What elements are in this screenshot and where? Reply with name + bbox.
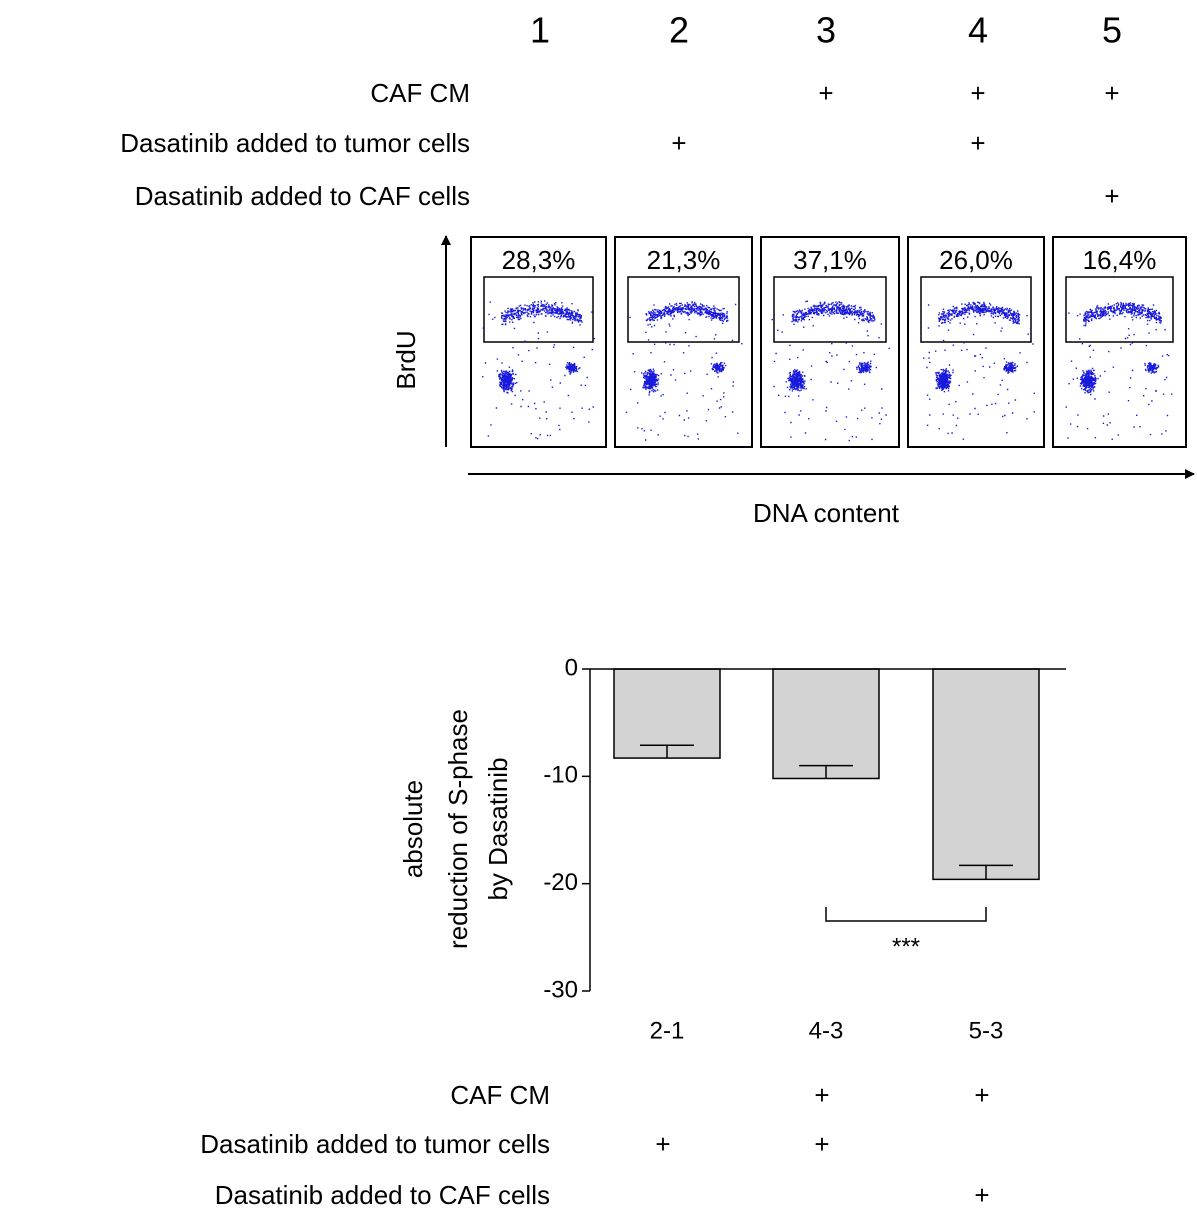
y-axis-label: absolute [398,780,428,878]
condition-label: Dasatinib added to CAF cells [215,1180,550,1210]
column-number: 3 [816,10,836,51]
condition-mark: + [818,78,833,108]
bar [933,669,1039,879]
y-axis-label: reduction of S-phase [443,709,473,949]
condition-mark: + [970,128,985,158]
significance-label: *** [892,933,920,960]
y-tick-label: 0 [565,654,578,681]
percentage: 26,0% [939,245,1013,275]
condition-mark: + [970,78,985,108]
y-axis-label: by Dasatinib [483,757,513,900]
condition-mark: + [1104,78,1119,108]
y-tick-label: -20 [543,869,578,896]
percentage: 16,4% [1083,245,1157,275]
x-axis-label: DNA content [753,498,900,528]
x-tick-label: 2-1 [650,1017,685,1044]
y-axis-label: BrdU [391,330,421,389]
condition-mark: + [974,1080,989,1110]
column-number: 1 [530,10,550,51]
column-number: 5 [1102,10,1122,51]
x-tick-label: 5-3 [969,1017,1004,1044]
condition-mark: + [671,128,686,158]
condition-mark: + [814,1129,829,1159]
condition-label: Dasatinib added to CAF cells [135,181,470,211]
percentage: 37,1% [793,245,867,275]
percentage: 28,3% [502,245,576,275]
y-tick-label: -30 [543,976,578,1003]
percentage: 21,3% [647,245,721,275]
column-number: 4 [968,10,988,51]
significance-bracket [826,907,986,921]
condition-mark: + [814,1080,829,1110]
figure: BrdU DNA content 1 2 3 4 5 CAF CM + + + Dasatinib… [0,0,1197,1217]
bar [773,669,879,778]
column-number: 2 [669,10,689,51]
x-tick-label: 4-3 [809,1017,844,1044]
condition-label: Dasatinib added to tumor cells [120,128,470,158]
condition-mark: + [974,1180,989,1210]
page: {"flow_panel": { "columns": ["1", "2", "… [0,0,1197,1217]
condition-mark: + [655,1129,670,1159]
condition-label: Dasatinib added to tumor cells [200,1129,550,1159]
y-tick-label: -10 [543,762,578,789]
condition-mark: + [1104,181,1119,211]
condition-label: CAF CM [450,1080,550,1110]
condition-label: CAF CM [370,78,470,108]
